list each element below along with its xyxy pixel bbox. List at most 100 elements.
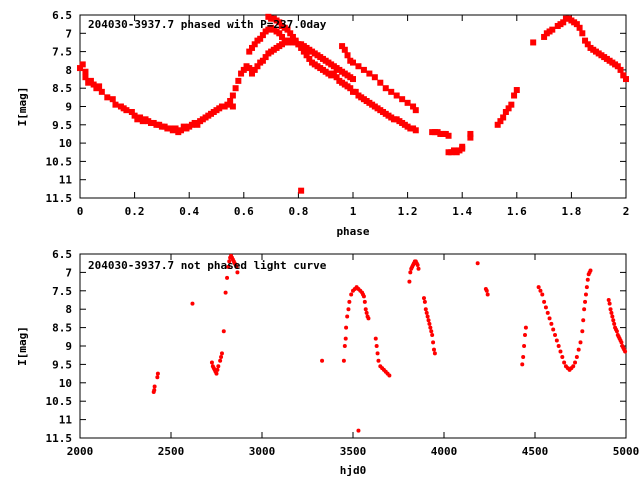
data-point [523,325,528,330]
unphased-y-tick-label: 11.5 [46,432,73,445]
data-point [619,340,624,345]
unphased-y-tick-label: 11 [59,414,73,427]
data-point [152,384,157,389]
data-point [276,19,283,26]
data-point [388,88,395,95]
unphased-y-axis-label: I[mag] [16,326,29,366]
data-point [430,332,435,337]
data-point [542,299,547,304]
data-point [248,44,255,51]
data-point [412,127,419,134]
data-point [364,310,369,315]
data-point [606,298,611,302]
data-point [431,347,436,352]
data-point [333,74,340,81]
data-point [410,103,417,110]
data-point [155,375,160,380]
phased-x-tick-label: 0 [77,205,84,218]
data-point [612,321,617,326]
data-point [371,74,378,81]
data-point [289,33,296,40]
data-point [581,318,586,323]
unphased-y-tick-label: 8.5 [52,322,72,335]
unphased-light-curve-panel: 2000 2500 3000 3500 4000 4500 5000 6.5 7 7.5 8 8.5 9… [16,248,639,477]
unphased-chart-title: 204030-3937.7 not phased light curve [88,259,327,272]
data-point [536,285,541,290]
data-point [611,318,616,323]
data-point [232,85,239,92]
data-point [399,96,406,103]
data-point [320,358,325,363]
data-point [412,107,419,114]
data-point [284,26,291,33]
phased-x-tick-label: 0.4 [179,205,199,218]
data-point [79,61,86,68]
data-point [82,74,89,81]
data-point [238,70,245,77]
phased-y-tick-label: 9 [65,101,72,114]
data-point [87,77,94,84]
data-point [614,329,619,334]
data-point [190,301,195,306]
data-point [540,292,545,297]
data-point [355,63,362,70]
data-point [538,288,543,293]
data-point [225,275,230,280]
unphased-y-tick-label: 10.5 [46,395,73,408]
data-point [382,85,389,92]
unphased-x-tick-label: 2500 [158,445,185,458]
data-point [551,327,556,332]
data-point [431,340,436,345]
data-point [227,259,232,264]
data-point [459,143,466,150]
data-point [339,43,346,50]
unphased-y-tick-label: 9 [65,340,72,353]
data-point [287,30,294,37]
data-point [96,83,103,90]
data-point [229,92,236,99]
data-point [240,66,247,73]
data-point [347,299,352,304]
data-point [623,349,628,354]
unphased-x-tick-label: 3500 [340,445,367,458]
data-point [429,329,434,334]
data-point [350,59,356,66]
data-point [583,292,588,297]
data-point [227,98,234,105]
data-point [549,26,556,33]
phased-y-tick-label: 7.5 [52,46,72,59]
data-point [373,336,378,341]
data-point [583,299,588,304]
data-point [562,360,567,365]
data-point [428,325,433,330]
data-point [254,63,261,70]
data-point [578,340,583,345]
data-point [502,108,509,115]
phased-y-tick-label: 8.5 [52,82,72,95]
data-point [362,299,367,304]
data-point [259,57,266,64]
data-point [545,310,550,315]
unphased-axis-ticks: 2000 2500 3000 3500 4000 4500 5000 6.5 7 7.5 8 8.5 9… [46,248,640,458]
data-point [349,292,354,297]
data-point [408,270,413,275]
data-point [342,344,347,348]
data-point [298,44,305,51]
unphased-x-tick-label: 5000 [613,445,640,458]
data-point [422,299,427,304]
unphased-y-tick-label: 7 [65,266,72,279]
data-point [218,358,223,363]
phased-x-tick-label: 1.4 [452,205,472,218]
unphased-y-tick-label: 7.5 [52,285,72,298]
data-point [513,87,520,94]
unphased-x-tick-label: 3000 [249,445,276,458]
phased-y-tick-label: 6.5 [52,9,72,22]
data-point [423,307,428,312]
data-point [344,325,349,330]
data-point [295,41,302,48]
data-point [608,307,613,312]
data-point [248,70,255,77]
data-point [298,187,305,194]
data-point [560,19,567,26]
data-point [614,63,621,70]
